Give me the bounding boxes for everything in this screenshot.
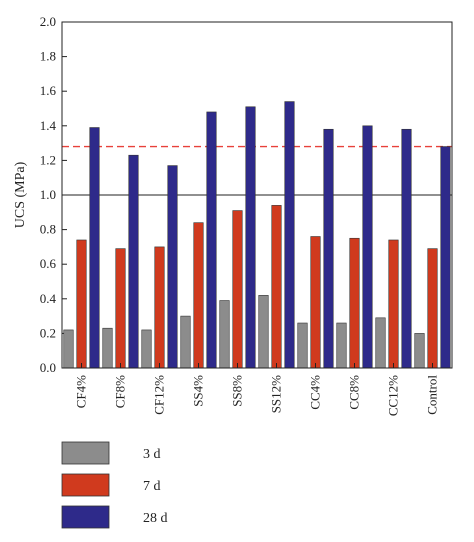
bar-7d-CF4% bbox=[76, 239, 87, 369]
x-category-label: CC4% bbox=[308, 375, 323, 410]
x-category-label: CC12% bbox=[386, 375, 401, 416]
plot-frame bbox=[61, 21, 453, 369]
bar-28d-CF8% bbox=[128, 154, 139, 369]
bar-3d-SS4% bbox=[180, 315, 191, 369]
x-category-label: SS12% bbox=[269, 375, 284, 413]
y-axis-ticks: 0.0 0.2 0.4 0.6 0.8 1.0 1.2 1.4 1.6 1.8 2.0 bbox=[40, 14, 67, 375]
legend-swatch-7d bbox=[61, 473, 110, 497]
x-category-label: CF8% bbox=[113, 375, 128, 408]
x-category-label: SS8% bbox=[230, 375, 245, 407]
bar-3d-CC12% bbox=[375, 317, 386, 369]
y-tick-label: 1.8 bbox=[40, 49, 56, 64]
y-tick-label: 1.4 bbox=[40, 118, 57, 133]
reference-lines bbox=[62, 145, 452, 196]
bar-28d-CC8% bbox=[362, 125, 373, 369]
legend-swatch-28d bbox=[61, 505, 110, 529]
y-tick-label: 1.6 bbox=[40, 83, 57, 98]
legend: 3 d 7 d 28 d bbox=[61, 441, 168, 529]
bars bbox=[63, 101, 451, 369]
legend-label: 7 d bbox=[143, 479, 161, 494]
bar-3d-CC4% bbox=[297, 322, 308, 369]
y-tick-label: 2.0 bbox=[40, 14, 56, 29]
y-tick-label: 0.4 bbox=[40, 291, 57, 306]
bar-28d-CC4% bbox=[323, 128, 334, 369]
bar-3d-SS8% bbox=[219, 300, 230, 369]
bar-7d-SS4% bbox=[193, 222, 204, 369]
bar-3d-CF8% bbox=[102, 327, 113, 369]
x-category-label: SS4% bbox=[191, 375, 206, 407]
bar-28d-CF4% bbox=[89, 127, 100, 369]
bar-7d-CF12% bbox=[154, 246, 165, 369]
legend-swatch-3d bbox=[61, 441, 110, 465]
y-tick-label: 0.2 bbox=[40, 325, 56, 340]
bar-7d-CC12% bbox=[388, 239, 399, 369]
bar-7d-Control bbox=[427, 248, 438, 369]
bar-3d-CF12% bbox=[141, 329, 152, 369]
x-category-label: Control bbox=[425, 375, 440, 415]
bar-3d-CC8% bbox=[336, 322, 347, 369]
x-category-label: CF4% bbox=[74, 375, 89, 408]
y-tick-label: 0.0 bbox=[40, 360, 56, 375]
x-axis-categories: CF4% CF8% CF12% SS4% SS8% SS12% CC4% CC8% CC12% C… bbox=[74, 363, 440, 416]
bar-3d-Control bbox=[414, 333, 425, 369]
bar-7d-SS8% bbox=[232, 210, 243, 369]
bar-28d-Control bbox=[440, 146, 451, 369]
y-axis-label: UCS (MPa) bbox=[13, 161, 28, 228]
bar-7d-SS12% bbox=[271, 205, 282, 369]
x-category-label: CC8% bbox=[347, 375, 362, 410]
y-tick-label: 0.8 bbox=[40, 222, 56, 237]
bar-28d-CC12% bbox=[401, 128, 412, 369]
bar-7d-CF8% bbox=[115, 248, 126, 369]
bar-3d-CF4% bbox=[63, 329, 74, 369]
x-category-label: CF12% bbox=[152, 375, 167, 415]
bar-7d-CC4% bbox=[310, 236, 321, 369]
bar-7d-CC8% bbox=[349, 237, 360, 369]
bar-28d-SS12% bbox=[284, 101, 295, 369]
bar-3d-SS12% bbox=[258, 295, 269, 369]
y-tick-label: 1.2 bbox=[40, 152, 56, 167]
bar-28d-CF12% bbox=[167, 165, 178, 369]
y-tick-label: 0.6 bbox=[40, 256, 57, 271]
legend-label: 28 d bbox=[143, 511, 168, 526]
legend-label: 3 d bbox=[143, 447, 161, 462]
y-tick-label: 1.0 bbox=[40, 187, 56, 202]
bar-28d-SS8% bbox=[245, 106, 256, 369]
bar-28d-SS4% bbox=[206, 111, 217, 369]
